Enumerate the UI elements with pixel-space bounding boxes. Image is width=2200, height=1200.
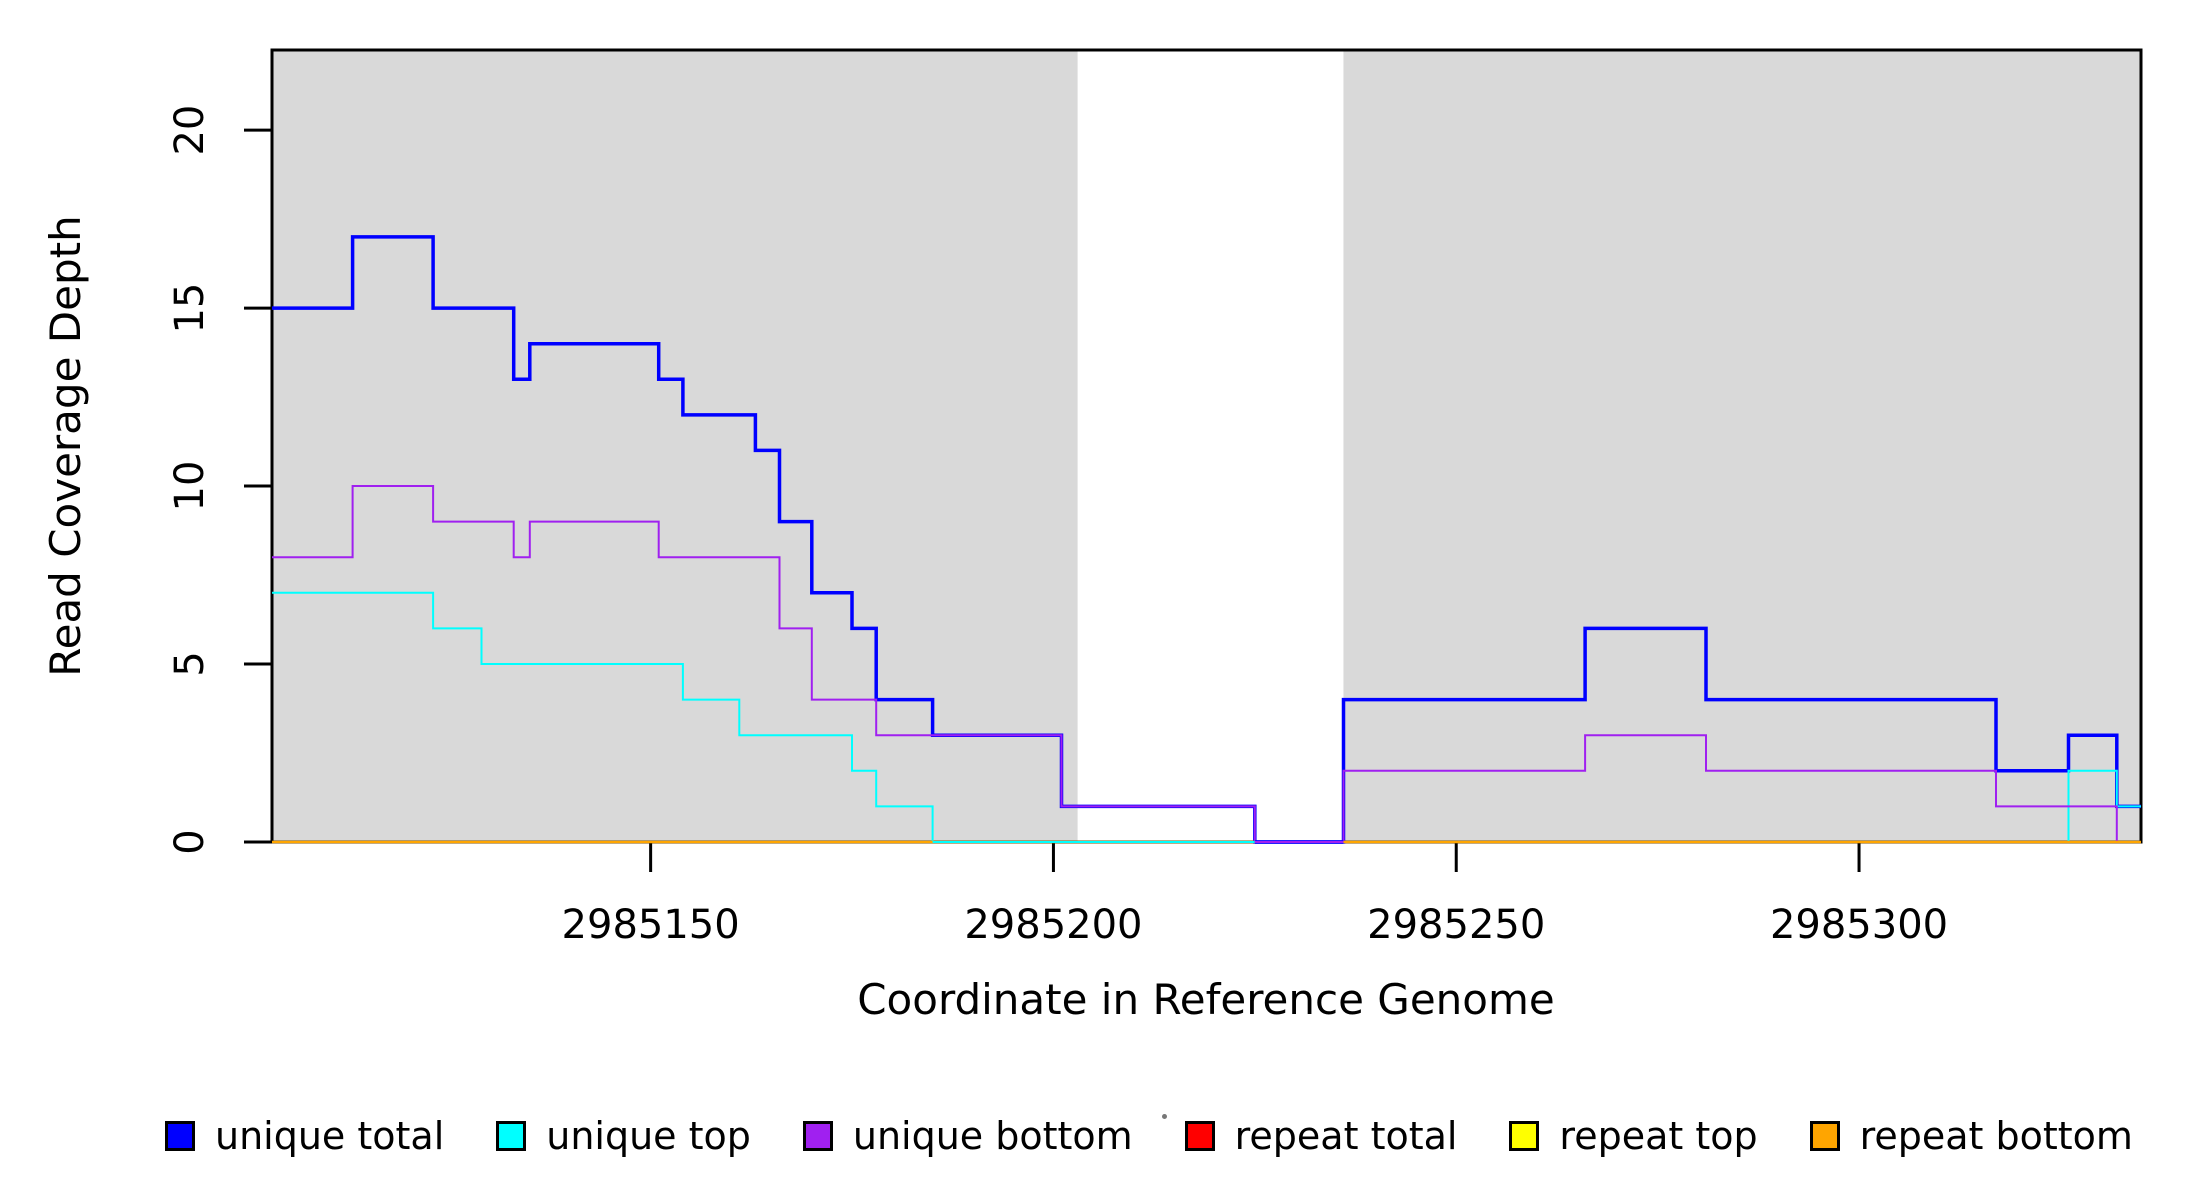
legend: unique total unique top unique bottom repea… — [165, 1105, 2133, 1167]
legend-item: unique total — [165, 1114, 444, 1158]
series-line-unique-total — [272, 235, 2141, 844]
legend-color-swatch — [1184, 1121, 1215, 1151]
y-tick-label: 0 — [167, 829, 213, 854]
legend-item-label: repeat total — [1234, 1114, 1458, 1158]
legend-color-swatch — [1509, 1121, 1540, 1151]
legend-item-label: unique total — [215, 1114, 445, 1158]
y-tick-label: 20 — [167, 105, 213, 156]
y-axis-title: Read Coverage Depth — [41, 215, 90, 676]
y-axis: 0 5 10 15 20 — [167, 105, 272, 855]
stray-mark — [1162, 1114, 1167, 1119]
series-line-unique-top — [272, 591, 2141, 843]
x-tick-label: 2985300 — [1770, 902, 1948, 948]
legend-color-swatch — [1809, 1121, 1840, 1151]
legend-color-swatch — [802, 1121, 833, 1151]
y-tick-label: 5 — [167, 651, 213, 676]
legend-item-label: unique top — [546, 1114, 751, 1158]
legend-item: unique top — [496, 1114, 751, 1158]
legend-item: repeat total — [1184, 1114, 1458, 1158]
x-tick-label: 2985250 — [1367, 902, 1545, 948]
legend-item-label: repeat bottom — [1859, 1114, 2133, 1158]
legend-item-label: repeat top — [1559, 1114, 1758, 1158]
x-tick-label: 2985200 — [964, 902, 1142, 948]
coverage-plot: 2985150 2985200 2985250 2985300 0 5 10 15 20 Re… — [41, 48, 2143, 1024]
legend-item: unique bottom — [802, 1114, 1133, 1158]
legend-color-swatch — [496, 1121, 527, 1151]
legend-color-swatch — [165, 1121, 195, 1151]
legend-item: repeat top — [1509, 1114, 1758, 1158]
shaded-region — [272, 50, 1078, 842]
shaded-regions — [272, 50, 2141, 842]
legend-item: repeat bottom — [1809, 1114, 2133, 1158]
series-line-unique-bottom — [272, 485, 2141, 843]
x-axis-title: Coordinate in Reference Genome — [857, 975, 1555, 1024]
x-tick-label: 2985150 — [562, 902, 740, 948]
y-tick-label: 15 — [167, 283, 213, 334]
shaded-region — [1343, 50, 2141, 842]
legend-item-label: unique bottom — [852, 1114, 1133, 1158]
x-axis: 2985150 2985200 2985250 2985300 — [562, 842, 1948, 948]
y-tick-label: 10 — [167, 461, 213, 512]
